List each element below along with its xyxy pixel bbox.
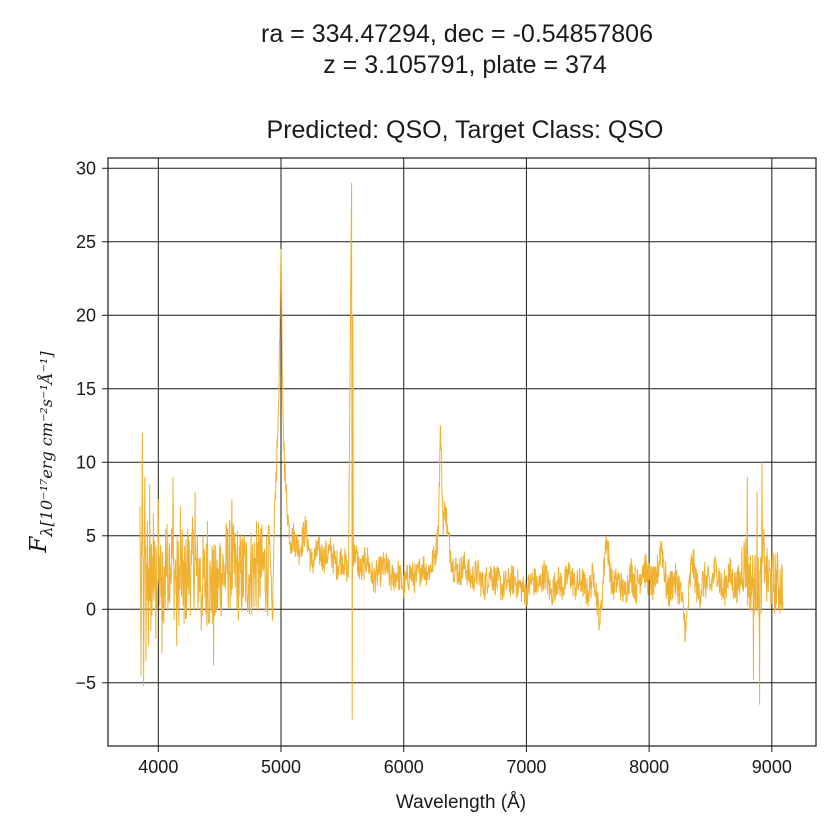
x-tick-label: 9000 <box>752 757 792 777</box>
y-tick-label: 15 <box>76 379 96 399</box>
x-axis-label: Wavelength (Å) <box>396 792 526 813</box>
svg-text:Fλ[10⁻¹⁷erg cm⁻²s⁻¹Å⁻¹]: Fλ[10⁻¹⁷erg cm⁻²s⁻¹Å⁻¹] <box>26 351 56 554</box>
x-tick-label: 4000 <box>138 757 178 777</box>
plot-frame <box>107 157 817 747</box>
spectrum-series-line <box>139 182 784 720</box>
title-line-2: z = 3.105791, plate = 374 <box>323 51 607 79</box>
y-axis-label-main: F <box>26 536 52 554</box>
y-tick-label: 0 <box>86 599 96 619</box>
title-line-1: ra = 334.47294, dec = -0.54857806 <box>261 20 653 48</box>
plot-area <box>139 182 784 720</box>
y-tick-label: 25 <box>76 232 96 252</box>
x-axis-ticks: 4000 5000 6000 7000 8000 9000 <box>138 746 792 777</box>
y-tick-label: 30 <box>76 158 96 178</box>
y-axis-label: Fλ[10⁻¹⁷erg cm⁻²s⁻¹Å⁻¹] <box>26 351 56 554</box>
title-line-3: Predicted: QSO, Target Class: QSO <box>267 116 664 144</box>
x-tick-label: 6000 <box>384 757 424 777</box>
y-tick-label: 5 <box>86 526 96 546</box>
x-tick-label: 7000 <box>506 757 546 777</box>
y-tick-label: 20 <box>76 305 96 325</box>
y-tick-label: −5 <box>75 673 96 693</box>
y-axis-label-subscript: λ[10⁻¹⁷erg cm⁻²s⁻¹Å⁻¹] <box>36 351 56 538</box>
y-axis-ticks: −5 0 5 10 15 20 25 30 <box>75 158 108 693</box>
x-tick-label: 5000 <box>261 757 301 777</box>
x-tick-label: 8000 <box>629 757 669 777</box>
y-tick-label: 10 <box>76 452 96 472</box>
